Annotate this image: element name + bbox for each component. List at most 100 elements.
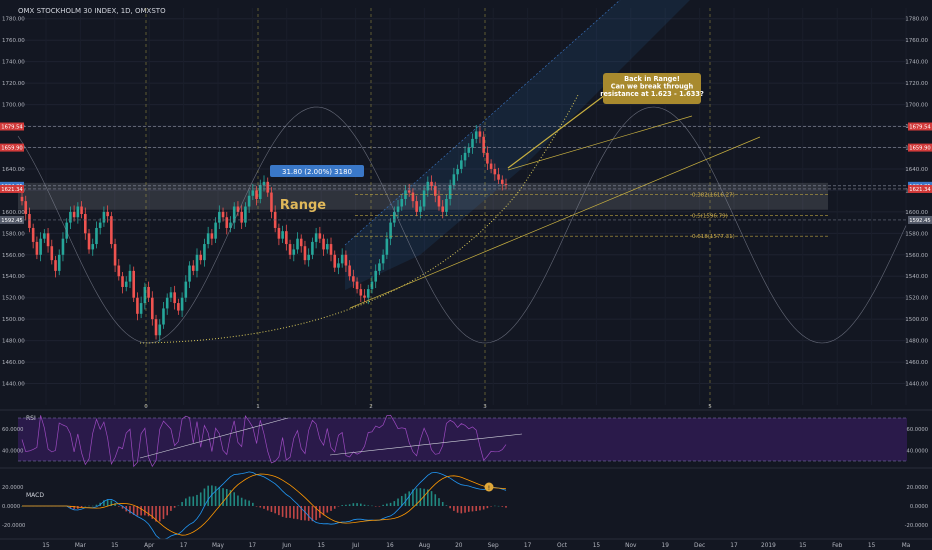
price-pane[interactable]: 0.382(1616.27) 0.5(1596.79) 0.618(1577.31)…: [0, 0, 932, 410]
candle-body: [337, 263, 340, 268]
candle-body: [113, 244, 117, 266]
macd-histogram-bar: [118, 506, 120, 507]
y-tick-label: 1500.00: [905, 317, 928, 323]
macd-histogram-bar: [460, 506, 463, 514]
candle-body: [151, 297, 154, 320]
macd-histogram-bar: [419, 488, 422, 506]
trendline-lower: [349, 136, 761, 309]
fib-label: 0.382(1616.27): [692, 192, 735, 198]
candle-body: [54, 260, 57, 271]
macd-histogram-bar: [285, 506, 288, 518]
time-axis[interactable]: 15 Mar 15 Apr 17 May 17 Jun 15 Jul 16 Aug 20 Sep 17 Oct…: [0, 539, 932, 550]
candle-body: [355, 281, 359, 290]
candle-body: [486, 152, 489, 164]
macd-histogram-bar: [412, 489, 414, 506]
candle-body: [370, 281, 374, 290]
candle-body: [65, 222, 68, 239]
macd-histogram-bar: [311, 506, 314, 522]
macd-histogram-bar: [371, 505, 373, 507]
macd-histogram-bar: [121, 506, 124, 509]
macd-histogram-bar: [382, 504, 384, 506]
candle-body: [218, 211, 221, 223]
time-axis-bg: [0, 539, 932, 550]
x-tick-label: May: [212, 543, 225, 549]
macd-histogram-bar: [69, 506, 72, 509]
price-axis-right[interactable]: 1440.00 1460.00 1480.00 1500.00 1520.00 1540.…: [905, 17, 932, 388]
y-tick-label: 1580.00: [2, 231, 25, 237]
candle-body: [255, 190, 258, 199]
candle-body: [162, 308, 165, 325]
macd-histogram-bar: [173, 506, 176, 508]
candle-body: [437, 195, 441, 207]
candle-body: [478, 131, 482, 137]
flag-marker[interactable]: !: [484, 482, 494, 493]
macd-histogram-bar: [315, 506, 317, 521]
macd-histogram-bar: [497, 505, 500, 507]
measure-label: 31.80 (2.00%) 3180: [282, 168, 352, 176]
macd-histogram-bar: [482, 506, 485, 510]
annotation-line: resistance at 1.623 - 1.633?: [600, 90, 704, 98]
y-tick-label: 1480.00: [2, 339, 25, 345]
candle-body: [296, 238, 299, 250]
candle-body: [400, 198, 404, 207]
macd-histogram-bar: [322, 506, 325, 516]
candle-body: [232, 206, 236, 223]
rsi-pane[interactable]: RSI 60.0000 60.0000 40.0000 40.0000: [0, 411, 932, 468]
annotation-callout[interactable]: Back in Range! Can we break through resist…: [600, 73, 704, 104]
x-tick-label: Jul: [351, 543, 359, 549]
level-tag: [0, 143, 24, 152]
macd-histogram-bar: [240, 497, 243, 506]
y-tick-label: 1440.00: [2, 382, 25, 388]
level-tag: [0, 215, 24, 224]
macd-histogram-bar: [404, 493, 407, 506]
x-tick-label: Sep: [488, 543, 499, 549]
macd-histogram-bar: [430, 491, 433, 506]
candle-body: [180, 297, 184, 311]
candle-body: [117, 265, 121, 277]
candle-body: [251, 190, 255, 196]
macd-histogram-bar: [307, 506, 310, 521]
candle-body: [426, 181, 430, 191]
level-tag: [0, 184, 24, 193]
candle-body: [497, 174, 500, 180]
macd-histogram-bar: [475, 506, 478, 512]
macd-pane[interactable]: MACD 20.0000 20.0000 0.0000 0.0000 -20.0000 -…: [0, 469, 932, 540]
level-tag-label: 1659.90: [1, 146, 22, 152]
level-tag: [908, 122, 932, 131]
macd-histogram-bar: [110, 500, 113, 506]
candle-body: [199, 254, 203, 261]
level-tag-label: 1592.45: [1, 218, 22, 224]
candle-body: [184, 281, 188, 298]
trendline-upper: [507, 115, 693, 171]
y-tick-label: 1600.00: [2, 210, 25, 216]
candle-body: [411, 192, 415, 202]
macd-histogram-bar: [129, 506, 131, 514]
candle-body: [72, 211, 76, 218]
macd-tick-label: 20.0000: [2, 485, 23, 491]
annotation-line: Back in Range!: [624, 75, 680, 83]
cycle-label: 2: [369, 404, 373, 410]
macd-tick-label: -20.0000: [2, 523, 25, 529]
macd-histogram-bar: [155, 506, 157, 522]
rsi-title: RSI: [26, 415, 36, 422]
candle-body: [393, 211, 396, 223]
candle-body: [359, 289, 363, 296]
y-tick-label: 1700.00: [905, 103, 928, 109]
macd-histogram-bar: [367, 505, 370, 506]
cycle-label: 1: [256, 404, 260, 410]
candle-body: [318, 233, 322, 239]
macd-histogram-bar: [170, 506, 172, 511]
candle-body: [177, 303, 180, 311]
candle-body: [24, 201, 28, 215]
macd-histogram-bar: [449, 506, 451, 509]
candle-body: [482, 136, 485, 153]
y-tick-label: 1500.00: [2, 317, 25, 323]
macd-histogram-bar: [479, 506, 481, 511]
macd-histogram-bar: [453, 506, 455, 511]
y-tick-label: 1460.00: [2, 360, 25, 366]
macd-histogram-bar: [374, 506, 377, 507]
x-tick-label: 16: [386, 543, 394, 549]
candle-body: [128, 270, 132, 282]
candle-body: [124, 281, 128, 287]
